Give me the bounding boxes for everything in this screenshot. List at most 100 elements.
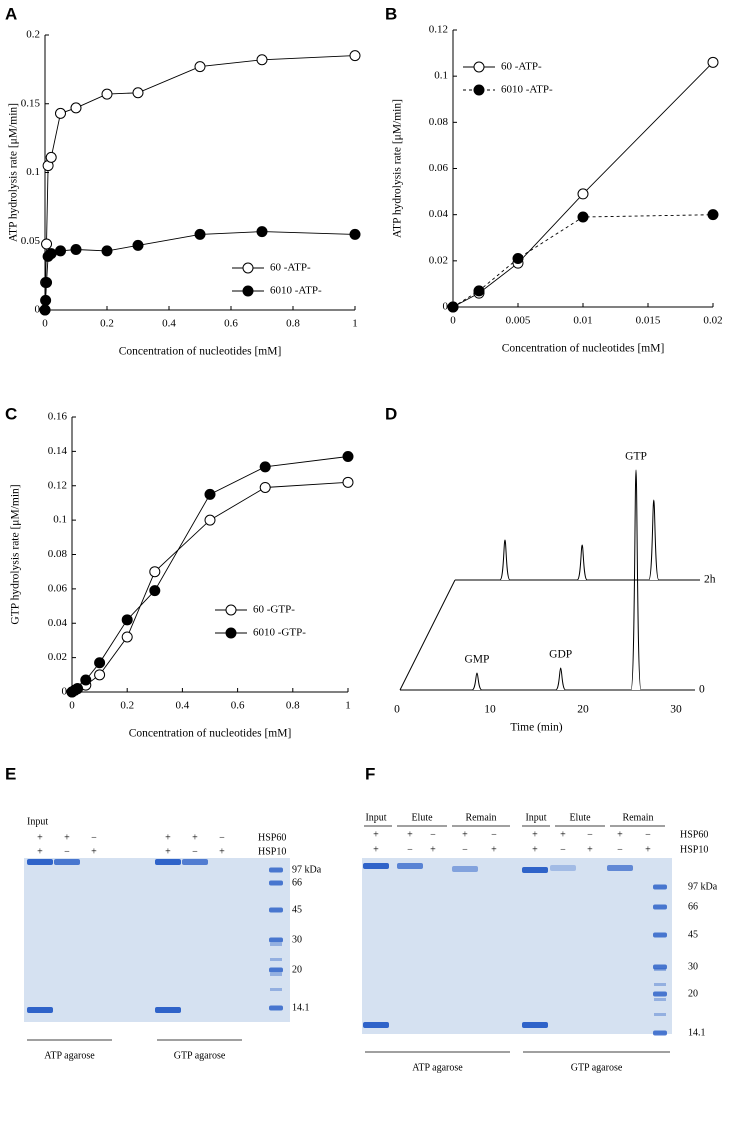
- lane-sign: +: [64, 832, 70, 843]
- protein-band: [155, 859, 181, 865]
- legend-marker: [473, 84, 485, 96]
- lane-sign: −: [560, 844, 566, 855]
- ladder-band: [653, 932, 667, 938]
- data-point: [70, 102, 82, 114]
- x-axis-title: Concentration of nucleotides [mM]: [129, 728, 292, 740]
- y-tick-label: 0.15: [21, 97, 41, 109]
- marker-label: 66: [688, 901, 698, 912]
- legend-marker: [473, 61, 485, 73]
- ladder-band: [653, 904, 667, 910]
- y-tick-label: 0.02: [429, 254, 448, 266]
- lane-sign: +: [560, 829, 566, 840]
- data-point: [55, 107, 66, 119]
- x-tick-label: 0.8: [286, 700, 300, 712]
- x-tick-label: 0.6: [224, 318, 238, 330]
- gel-tint: [362, 858, 672, 1034]
- y-tick-label: 0.06: [48, 582, 68, 594]
- marker-label: 97 kDa: [688, 881, 718, 892]
- panel-letter: A: [5, 4, 17, 23]
- ladder-minor: [270, 973, 282, 976]
- lane-header: Input: [525, 812, 546, 823]
- y-tick-label: 0.1: [26, 166, 40, 178]
- x-tick-label: 0.2: [120, 700, 134, 712]
- y-tick-label: 0.06: [429, 162, 449, 174]
- protein-band: [363, 1022, 389, 1028]
- data-point: [45, 248, 57, 260]
- peak: [471, 672, 483, 691]
- data-point: [45, 151, 57, 163]
- x-tick-label: 0: [69, 700, 75, 712]
- ladder-band: [653, 884, 667, 890]
- data-point: [349, 228, 361, 240]
- data-point: [132, 87, 144, 99]
- protein-band: [54, 859, 80, 865]
- lane-sign: +: [645, 844, 651, 855]
- series-line: [71, 481, 349, 693]
- legend-label: 60 -ATP-: [501, 61, 542, 73]
- group-label: GTP agarose: [571, 1062, 623, 1073]
- x-tick-label: 1: [352, 318, 358, 330]
- lane-sign: +: [617, 829, 623, 840]
- data-point: [55, 245, 66, 257]
- y-tick-label: 0.2: [26, 29, 40, 41]
- data-point: [204, 488, 216, 500]
- protein-band: [607, 865, 633, 871]
- protein-band: [522, 867, 548, 873]
- lane-sign: +: [532, 844, 538, 855]
- marker-label: 20: [688, 988, 698, 999]
- panel-letter: C: [5, 404, 17, 423]
- lane-sign: −: [91, 832, 97, 843]
- lane-sign: +: [165, 832, 171, 843]
- y-tick-label: 0.02: [48, 651, 67, 663]
- ladder-band: [653, 991, 667, 997]
- lane-sign: −: [462, 844, 468, 855]
- lane-sign: +: [37, 832, 43, 843]
- ladder-band: [269, 1005, 283, 1011]
- y-tick-label: 0.05: [21, 235, 41, 247]
- group-label: ATP agarose: [44, 1050, 95, 1061]
- panel-letter: E: [5, 764, 16, 783]
- data-point: [80, 674, 92, 686]
- ladder-minor: [270, 988, 282, 991]
- lane-sign: −: [407, 844, 413, 855]
- peak-label: GDP: [549, 649, 572, 661]
- y-tick-label: 0: [35, 304, 41, 316]
- lane-sign: +: [462, 829, 468, 840]
- lane-header: Input: [27, 816, 48, 827]
- ladder-minor: [654, 1013, 666, 1016]
- protein-band: [522, 1022, 548, 1028]
- y-tick-label: 0.16: [48, 411, 68, 423]
- data-point: [473, 285, 485, 297]
- protein-band: [27, 1007, 53, 1013]
- y-tick-label: 0.1: [53, 514, 67, 526]
- row-label: HSP10: [258, 846, 286, 857]
- lane-sign: +: [219, 846, 225, 857]
- data-point: [41, 277, 53, 288]
- lane-sign: −: [645, 829, 651, 840]
- plane-edge: [399, 579, 456, 691]
- peak: [576, 544, 588, 581]
- lane-sign: +: [532, 829, 538, 840]
- marker-label: 14.1: [688, 1027, 706, 1038]
- trace-name: 0: [699, 684, 705, 696]
- data-point: [194, 61, 206, 73]
- x-tick-label: 30: [670, 704, 682, 716]
- data-point: [149, 585, 161, 597]
- protein-band: [155, 1007, 181, 1013]
- marker-label: 45: [688, 929, 698, 940]
- x-tick-label: 0.01: [573, 315, 592, 327]
- group-label: GTP agarose: [174, 1050, 226, 1061]
- x-tick-label: 0.2: [100, 318, 114, 330]
- lane-sign: +: [407, 829, 413, 840]
- lane-sign: +: [192, 832, 198, 843]
- ladder-band: [269, 907, 283, 913]
- data-point: [349, 50, 361, 62]
- y-tick-label: 0.08: [429, 116, 449, 128]
- x-tick-label: 0.8: [286, 318, 300, 330]
- lane-sign: +: [373, 844, 379, 855]
- x-tick-label: 0.02: [703, 315, 722, 327]
- x-tick-label: 1: [345, 700, 351, 712]
- marker-label: 20: [292, 964, 302, 975]
- y-axis-title: GTP hydrolysis rate [μM/min]: [10, 484, 22, 624]
- ladder-band: [653, 964, 667, 970]
